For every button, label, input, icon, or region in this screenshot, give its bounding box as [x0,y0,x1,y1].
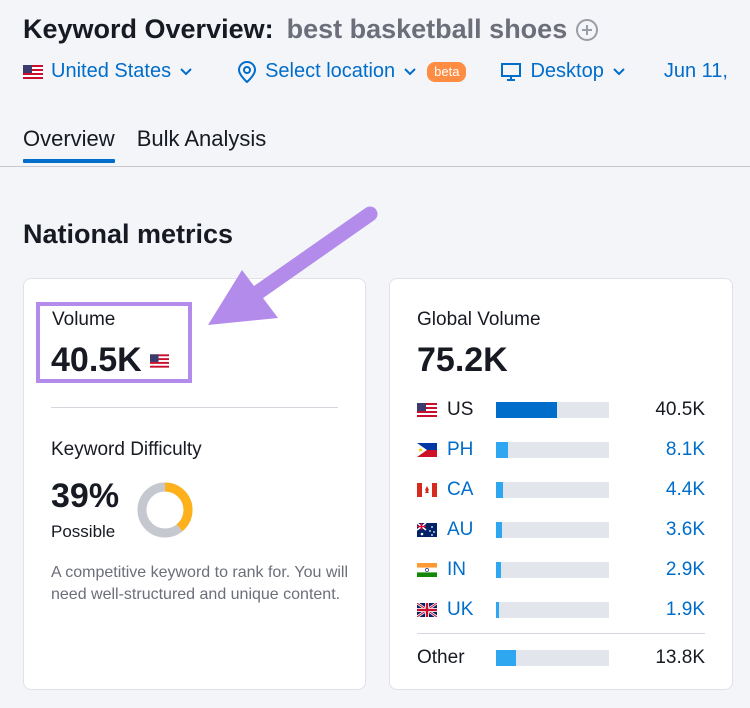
us-flag-icon [23,64,43,79]
country-row-us[interactable]: US 40.5K [417,399,705,421]
us-flag-icon [417,403,437,417]
country-share-fill [496,602,500,618]
ph-flag-icon [417,443,437,457]
country-code: PH [447,439,474,460]
chevron-down-icon [613,67,625,75]
desktop-monitor-icon [501,62,522,81]
other-volume: 13.8K [655,647,705,668]
ca-flag-icon [417,483,437,497]
volume-highlight-box [36,302,192,383]
country-label: United States [51,60,172,82]
global-volume-card: Global Volume 75.2K US 40.5K PH 8.1K [389,278,733,690]
device-selector[interactable]: Desktop [500,60,625,83]
country-volume: 3.6K [665,519,705,540]
keyword-title: best basketball shoes [286,14,568,44]
country-volume: 40.5K [655,399,705,420]
tab-overview[interactable]: Overview [23,126,115,163]
country-volume: 1.9K [665,599,705,620]
country-share-bar [496,482,609,498]
country-volume: 4.4K [665,479,705,500]
date-selector[interactable]: Jun 11, [664,60,728,83]
country-row-ph[interactable]: PH 8.1K [417,439,705,461]
country-share-bar [496,562,609,578]
au-flag-icon [417,523,437,537]
country-share-bar [496,402,609,418]
global-volume-label: Global Volume [417,309,541,330]
location-label: Select location [265,60,396,82]
global-volume-value: 75.2K [417,341,508,379]
country-code: US [447,399,474,420]
country-volume: 2.9K [665,559,705,580]
country-share-fill [496,442,509,458]
country-share-bar [496,602,609,618]
section-title: National metrics [23,219,234,249]
volume-label: Volume [52,309,116,330]
us-flag-icon [149,353,169,368]
country-share-fill [496,482,503,498]
uk-flag-icon [417,603,437,617]
keyword-difficulty-description: A competitive keyword to rank for. You w… [51,564,349,603]
card-divider [417,633,705,634]
country-share-bar [496,442,609,458]
country-row-in[interactable]: IN 2.9K [417,559,705,581]
country-share-fill [496,402,558,418]
country-share-fill [496,562,501,578]
volume-value: 40.5K [51,341,169,380]
location-selector[interactable]: Select location beta [237,60,467,83]
keyword-difficulty-status: Possible [51,522,116,541]
country-share-fill [496,522,502,538]
tab-bulk-analysis[interactable]: Bulk Analysis [136,126,267,151]
tab-divider [0,166,750,167]
card-divider [51,407,338,408]
country-row-other: Other 13.8K [417,647,705,669]
other-label: Other [417,647,465,668]
page-header: Keyword Overview: best basketball shoes [23,14,750,45]
other-share-fill [496,650,517,666]
country-share-bar [496,522,609,538]
country-row-au[interactable]: AU 3.6K [417,519,705,541]
national-metrics-card: Volume 40.5K Keyword Difficulty 39% Poss… [23,278,366,690]
date-label: Jun 11, [663,60,728,82]
add-circle-icon[interactable] [575,18,599,42]
page-title: Keyword Overview: [23,14,274,44]
keyword-difficulty-value: 39% [51,477,120,515]
chevron-down-icon [404,67,416,75]
country-selector[interactable]: United States [23,60,193,83]
country-row-ca[interactable]: CA 4.4K [417,479,705,501]
country-row-uk[interactable]: UK 1.9K [417,599,705,621]
country-volume: 8.1K [665,439,705,460]
country-code: IN [447,559,466,580]
country-code: CA [447,479,474,500]
other-share-bar [496,650,609,666]
tab-bar: Overview Bulk Analysis [23,126,288,163]
country-code: UK [447,599,474,620]
location-pin-icon [238,60,257,83]
country-code: AU [447,519,474,540]
in-flag-icon [417,563,437,577]
device-label: Desktop [530,60,604,82]
donut-fill [137,482,193,538]
beta-badge: beta [427,61,467,82]
keyword-difficulty-label: Keyword Difficulty [51,439,202,460]
difficulty-donut-chart [137,482,193,538]
volume-number: 40.5K [51,341,142,379]
chevron-down-icon [180,67,192,75]
filter-bar: United States Select location beta Deskt… [23,60,728,83]
